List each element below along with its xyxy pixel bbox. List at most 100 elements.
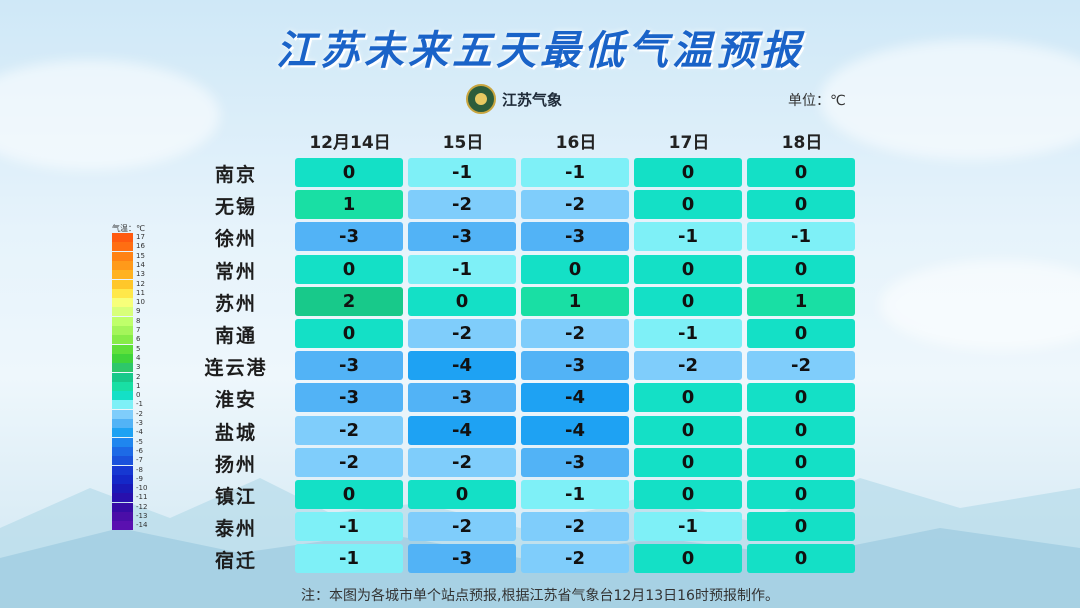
legend-label: -2 (136, 409, 143, 418)
legend-swatch (112, 428, 133, 438)
temperature-cell: 0 (747, 383, 855, 413)
legend-swatch (112, 242, 133, 252)
legend-swatch (112, 512, 133, 521)
temperature-cell: -4 (408, 351, 516, 381)
legend-swatch (112, 474, 133, 484)
legend-label: 2 (136, 372, 141, 381)
temperature-cell: -3 (521, 447, 629, 477)
temperature-cell: -2 (295, 447, 403, 477)
legend-swatch (112, 270, 133, 280)
legend-label: -8 (136, 465, 143, 474)
temperature-cell: 0 (634, 254, 742, 284)
temperature-cell: -4 (521, 415, 629, 445)
temperature-cell: 1 (295, 190, 403, 220)
legend-swatch (112, 502, 133, 512)
temperature-cell: 0 (634, 544, 742, 574)
legend-label: 4 (136, 353, 141, 362)
legend-label: -14 (136, 521, 148, 530)
city-label: 盐城 (214, 421, 257, 444)
legend-label: 10 (136, 298, 145, 307)
city-label: 泰州 (214, 518, 257, 541)
unit-label: 单位：℃ (788, 93, 846, 109)
temperature-cell: 0 (295, 480, 403, 509)
legend-swatch (112, 521, 133, 531)
legend-swatch (112, 493, 133, 503)
city-label: 南京 (214, 164, 257, 186)
legend-swatch (112, 465, 133, 475)
temperature-cell: 0 (634, 190, 742, 220)
temperature-cell: 0 (634, 286, 742, 316)
legend-label: 11 (136, 288, 145, 297)
city-label: 无锡 (214, 196, 257, 219)
legend-swatch (112, 335, 133, 345)
legend-swatch (112, 344, 133, 354)
legend-label: -7 (136, 456, 143, 465)
legend-swatch (112, 307, 133, 317)
legend-swatch (112, 316, 133, 326)
legend-swatch (112, 456, 133, 466)
temperature-cell: 0 (295, 254, 403, 284)
legend-label: -5 (136, 437, 143, 446)
temperature-cell: 0 (634, 447, 742, 477)
temperature-cell: -2 (747, 351, 855, 381)
footnote: 注：本图为各城市单个站点预报,根据江苏省气象台12月13日16时预报制作。 (301, 588, 779, 604)
legend-swatch (112, 326, 133, 335)
legend-label: 0 (136, 391, 141, 400)
legend-label: -12 (136, 502, 148, 511)
temperature-cell: -1 (295, 544, 403, 574)
legend-label: 8 (136, 316, 141, 325)
weather-bureau-emblem-icon (466, 84, 496, 114)
temperature-cell: -2 (408, 319, 516, 348)
temperature-cell: 1 (521, 286, 629, 316)
temperature-cell: -2 (521, 544, 629, 574)
legend-swatch (112, 391, 133, 401)
legend-label: -3 (136, 419, 143, 427)
legend-label: 1 (136, 381, 141, 390)
temperature-cell: -2 (521, 319, 629, 348)
legend-label: 3 (136, 363, 141, 372)
temperature-cell: -2 (521, 512, 629, 542)
temperature-cell: -3 (521, 351, 629, 381)
legend-label: -4 (136, 428, 143, 437)
legend-swatch (112, 446, 133, 456)
legend-swatch (112, 353, 133, 363)
city-label: 徐州 (214, 228, 257, 251)
city-label: 苏州 (214, 292, 257, 315)
legend-label: 14 (136, 260, 145, 269)
background-cloud (0, 60, 220, 170)
legend-label: -13 (136, 512, 148, 520)
temperature-cell: -2 (408, 512, 516, 542)
background-cloud (820, 40, 1080, 160)
legend-label: 12 (136, 279, 145, 288)
temperature-cell: 0 (747, 415, 855, 445)
temperature-cell: -1 (747, 222, 855, 252)
temperature-cell: 0 (747, 158, 855, 187)
legend-label: -11 (136, 493, 148, 502)
background-cloud (880, 260, 1080, 350)
legend-label: 17 (136, 233, 145, 241)
legend-label: 6 (136, 335, 141, 344)
legend-label: 7 (136, 326, 141, 334)
temperature-cell: 0 (747, 447, 855, 477)
column-header: 18日 (781, 133, 823, 153)
temperature-cell: -3 (408, 222, 516, 252)
legend-swatch (112, 484, 133, 494)
legend-swatch (112, 381, 133, 391)
legend-swatch (112, 409, 133, 419)
logo: 江苏气象 (466, 84, 562, 114)
temperature-cell: -1 (521, 158, 629, 187)
temperature-cell: 0 (295, 158, 403, 187)
column-header: 15日 (442, 133, 484, 153)
temperature-cell: 0 (747, 512, 855, 542)
temperature-cell: -2 (295, 415, 403, 445)
temperature-cell: -1 (634, 319, 742, 348)
legend-label: 9 (136, 307, 141, 316)
city-label: 连云港 (204, 357, 268, 380)
temperature-cell: -1 (408, 158, 516, 187)
temperature-cell: 0 (634, 158, 742, 187)
temperature-cell: -3 (408, 383, 516, 413)
temperature-cell: -4 (408, 415, 516, 445)
legend-swatch (112, 437, 133, 447)
temperature-cell: -1 (521, 480, 629, 509)
temperature-cell: -1 (408, 254, 516, 284)
